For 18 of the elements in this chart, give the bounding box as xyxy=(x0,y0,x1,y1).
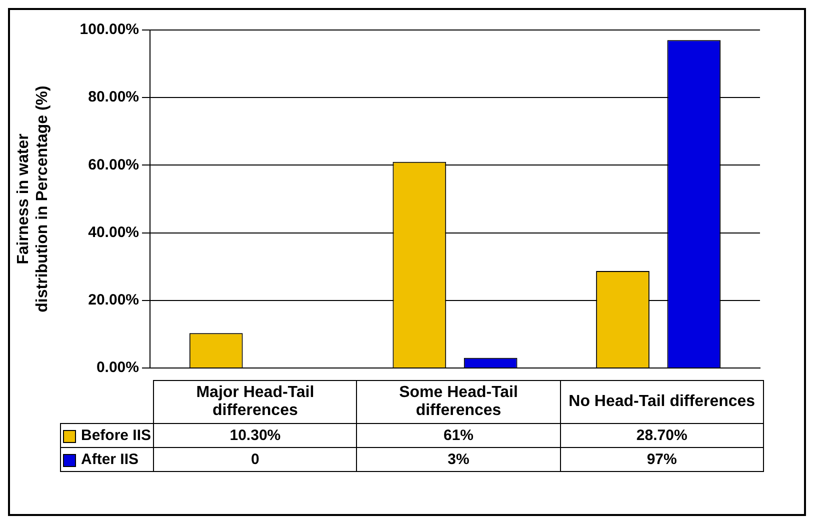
data-label: 3% xyxy=(356,448,560,472)
data-label: 10.30% xyxy=(154,424,357,448)
data-label: 28.70% xyxy=(560,424,764,448)
y-tick-label: 100.00% xyxy=(80,21,139,38)
x-tick-label: Major Head-Tail differences xyxy=(154,380,357,424)
y-tick-label: 40.00% xyxy=(88,224,139,241)
y-tick-label: 60.00% xyxy=(88,156,139,174)
y-tick-label: 20.00% xyxy=(88,292,139,309)
data-label: 61% xyxy=(356,424,560,448)
x-tick-label: No Head-Tail differences xyxy=(560,380,764,424)
y-axis-title: Fairness in water distribution in Percentage (%) xyxy=(15,86,52,312)
x-tick-label: Some Head-Tail differences xyxy=(356,380,560,424)
y-tick-label: 0.00% xyxy=(96,359,139,376)
data-label: 97% xyxy=(560,448,764,472)
data-label: 0 xyxy=(154,448,357,472)
y-tick-label: 80.00% xyxy=(88,88,139,106)
legend-label: Before IIS xyxy=(81,427,152,444)
legend-label: After IIS xyxy=(81,451,139,468)
